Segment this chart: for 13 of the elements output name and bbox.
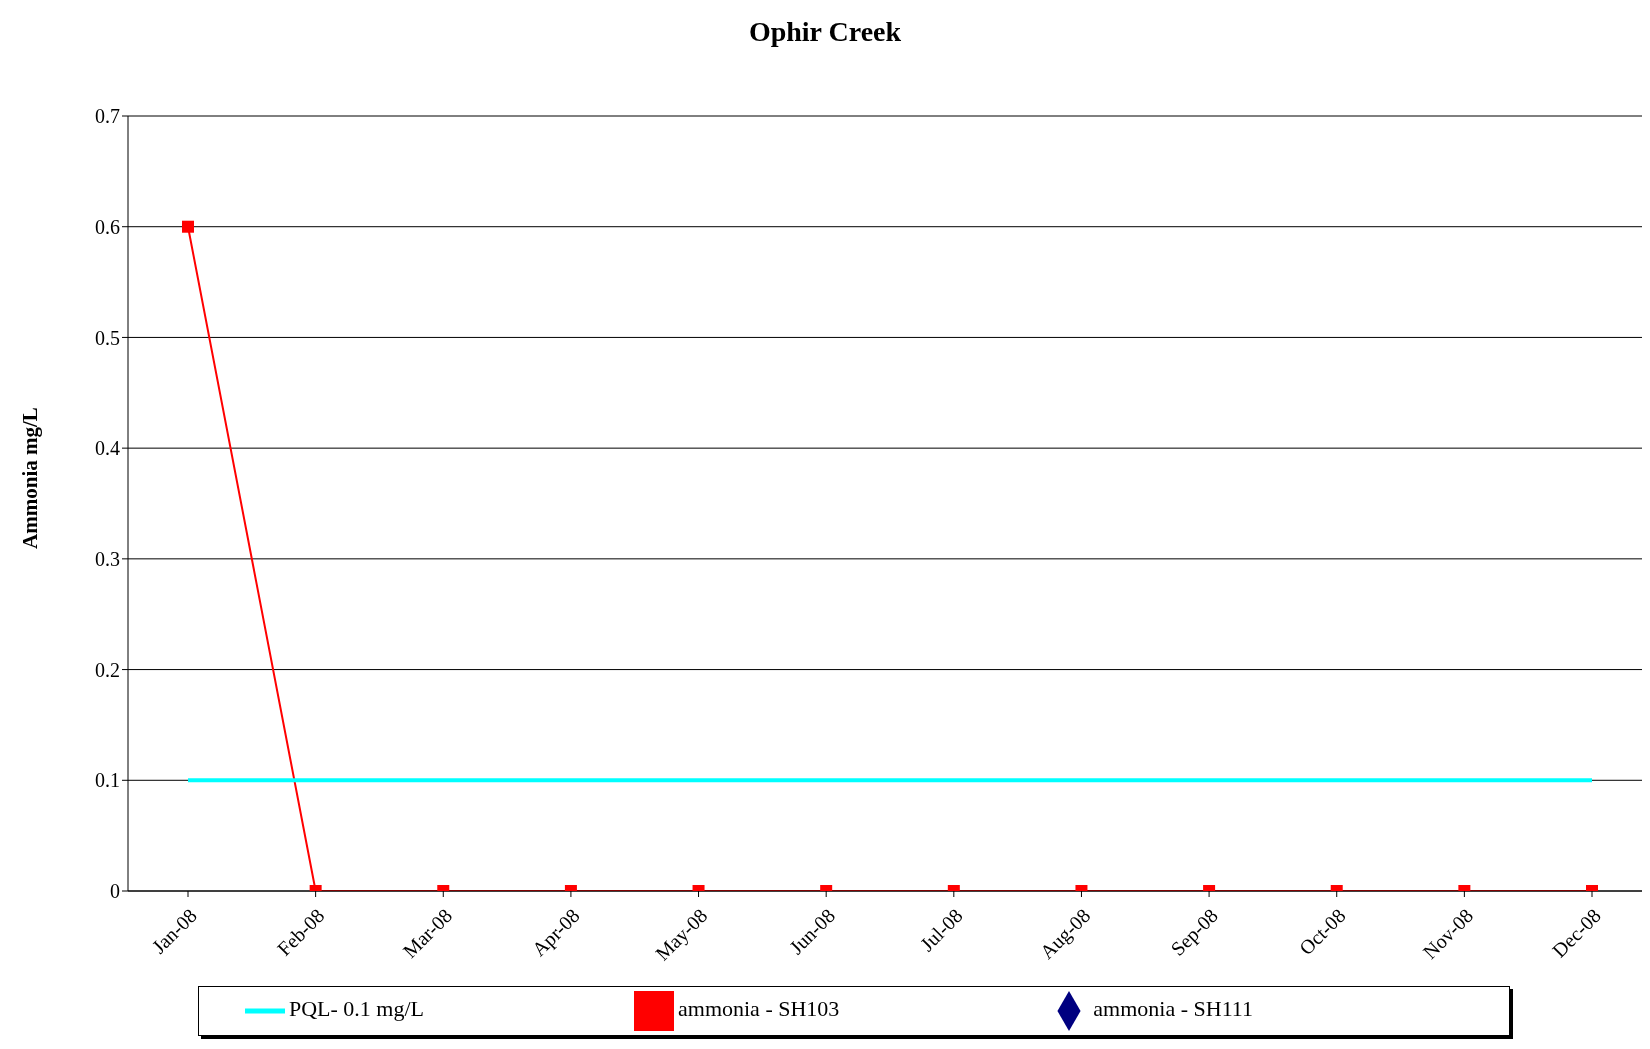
y-tick-label: 0.7 [95, 105, 120, 128]
y-tick-label: 0.3 [95, 547, 120, 570]
y-tick-label: 0.4 [95, 437, 120, 460]
legend-label: ammonia - SH103 [678, 996, 840, 1022]
chart-title: Ophir Creek [747, 15, 903, 49]
legend-label: ammonia - SH111 [1093, 996, 1254, 1022]
y-tick-label: 0.6 [95, 215, 120, 238]
y-tick-label: 0 [110, 880, 120, 903]
y-tick-label: 0.5 [95, 326, 120, 349]
y-tick-label: 0.2 [95, 658, 120, 681]
y-axis-title: Ammonia mg/L [17, 407, 43, 549]
legend-label: PQL- 0.1 mg/L [288, 996, 425, 1022]
y-tick-label: 0.1 [95, 769, 120, 792]
